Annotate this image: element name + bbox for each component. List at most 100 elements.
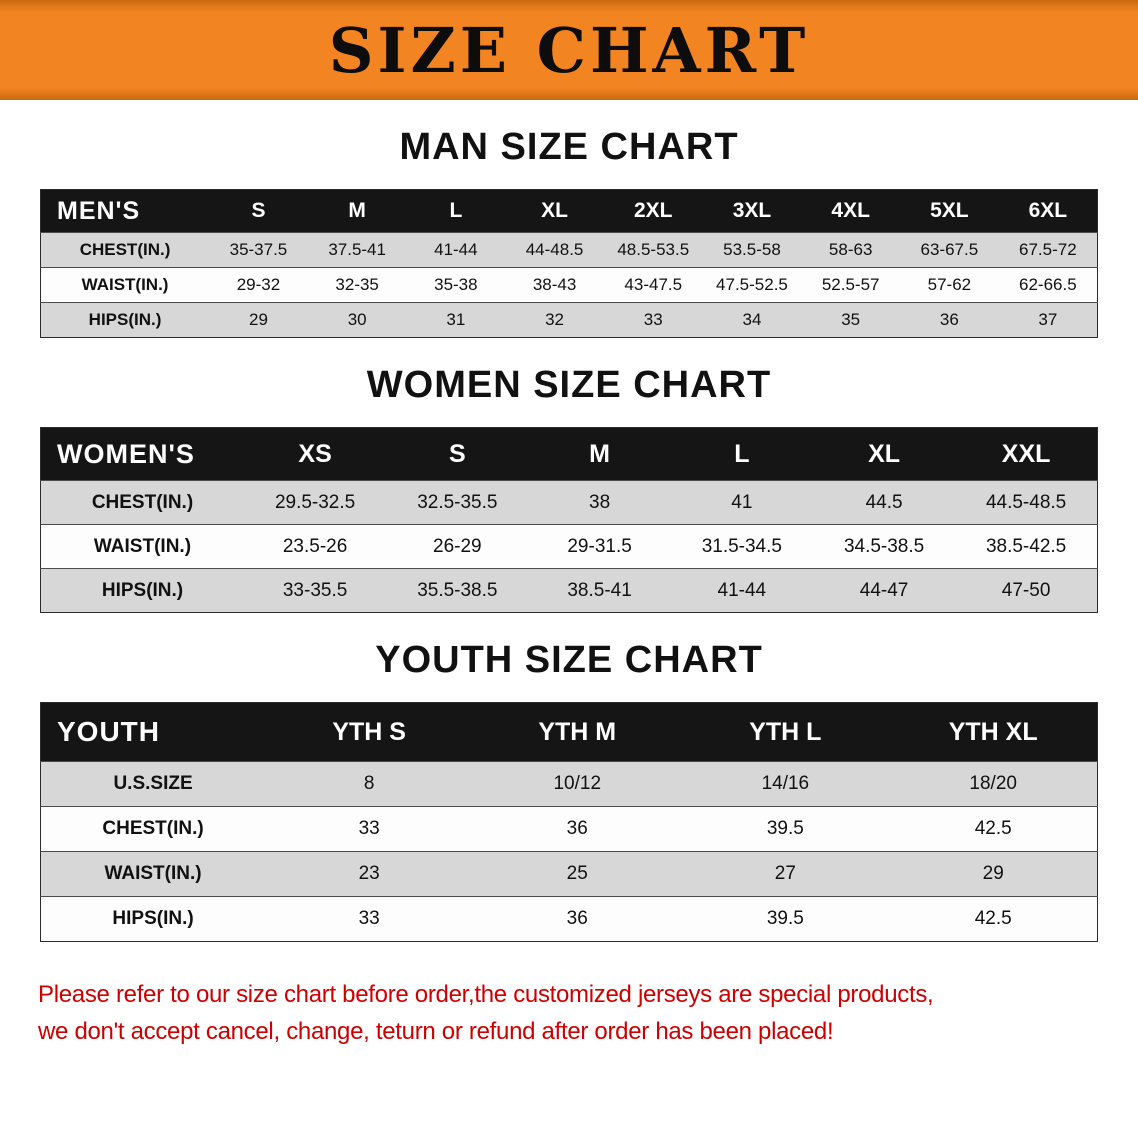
size-value: 10/12	[473, 761, 682, 807]
column-header: 6XL	[998, 189, 1098, 233]
youth-size-section: YOUTH SIZE CHART YOUTH YTH S YTH M YTH L YTH…	[0, 639, 1138, 942]
size-value: 33	[603, 302, 703, 338]
size-value: 63-67.5	[900, 232, 999, 268]
size-value: 67.5-72	[998, 232, 1098, 268]
men-size-table: MEN'S S M L XL 2XL 3XL 4XL 5XL 6XL CHEST(IN.) 35-3…	[40, 189, 1098, 338]
table-row: HIPS(IN.) 29 30 31 32 33 34 35 36 37	[40, 302, 1098, 338]
size-value: 23	[265, 851, 474, 897]
table-row: WAIST(IN.) 29-32 32-35 35-38 38-43 43-47.5 47.…	[40, 267, 1098, 303]
size-value: 41-44	[406, 232, 506, 268]
size-value: 35-38	[406, 267, 506, 303]
size-value: 31.5-34.5	[670, 524, 813, 569]
size-value: 29	[889, 851, 1098, 897]
size-value: 41	[670, 480, 813, 525]
column-header: M	[307, 189, 407, 233]
table-row: CHEST(IN.) 35-37.5 37.5-41 41-44 44-48.5 48.5…	[40, 232, 1098, 268]
size-value: 35	[801, 302, 901, 338]
column-header: 3XL	[702, 189, 802, 233]
column-header: 5XL	[900, 189, 999, 233]
table-row: HIPS(IN.) 33-35.5 35.5-38.5 38.5-41 41-44 44-…	[40, 568, 1098, 613]
size-value: 29-32	[209, 267, 308, 303]
table-row: CHEST(IN.) 29.5-32.5 32.5-35.5 38 41 44.5 44.5…	[40, 480, 1098, 525]
column-header: YTH XL	[889, 702, 1098, 762]
size-value: 32-35	[307, 267, 407, 303]
size-value: 38.5-41	[528, 568, 671, 613]
size-value: 23.5-26	[243, 524, 387, 569]
size-value: 35.5-38.5	[386, 568, 529, 613]
size-value: 52.5-57	[801, 267, 901, 303]
column-header: YTH L	[681, 702, 890, 762]
table-corner-label: MEN'S	[40, 189, 210, 233]
row-label: WAIST(IN.)	[40, 851, 266, 897]
row-label: CHEST(IN.)	[40, 806, 266, 852]
size-value: 47.5-52.5	[702, 267, 802, 303]
size-value: 18/20	[889, 761, 1098, 807]
size-value: 34.5-38.5	[812, 524, 956, 569]
column-header: XL	[812, 427, 956, 481]
column-header: M	[528, 427, 671, 481]
size-value: 39.5	[681, 806, 890, 852]
size-value: 53.5-58	[702, 232, 802, 268]
column-header: L	[406, 189, 506, 233]
row-label: HIPS(IN.)	[40, 568, 244, 613]
size-value: 25	[473, 851, 682, 897]
size-value: 37	[998, 302, 1098, 338]
table-row: WAIST(IN.) 23 25 27 29	[40, 851, 1098, 897]
men-size-section: MAN SIZE CHART MEN'S S M L XL 2XL 3XL 4XL 5XL 6XL…	[0, 126, 1138, 338]
size-value: 48.5-53.5	[603, 232, 703, 268]
row-label: CHEST(IN.)	[40, 232, 210, 268]
women-table-body: CHEST(IN.) 29.5-32.5 32.5-35.5 38 41 44.5 44.5…	[40, 480, 1098, 613]
column-header: S	[209, 189, 308, 233]
table-row: WAIST(IN.) 23.5-26 26-29 29-31.5 31.5-34.5 34…	[40, 524, 1098, 569]
size-value: 31	[406, 302, 506, 338]
size-value: 38.5-42.5	[955, 524, 1098, 569]
size-value: 62-66.5	[998, 267, 1098, 303]
size-charts-main: MAN SIZE CHART MEN'S S M L XL 2XL 3XL 4XL 5XL 6XL…	[0, 126, 1138, 942]
women-section-heading: WOMEN SIZE CHART	[366, 364, 772, 406]
table-row: HIPS(IN.) 33 36 39.5 42.5	[40, 896, 1098, 942]
size-value: 8	[265, 761, 474, 807]
column-header: 4XL	[801, 189, 901, 233]
size-value: 29	[209, 302, 308, 338]
column-header: YTH M	[473, 702, 682, 762]
size-value: 33	[265, 896, 474, 942]
disclaimer: Please refer to our size chart before or…	[38, 976, 1100, 1050]
size-value: 32	[505, 302, 604, 338]
column-header: XL	[505, 189, 604, 233]
row-label: HIPS(IN.)	[40, 896, 266, 942]
youth-table-body: U.S.SIZE 8 10/12 14/16 18/20 CHEST(IN.) 33 36 39…	[40, 761, 1098, 942]
table-corner-label: YOUTH	[40, 702, 266, 762]
column-header: L	[670, 427, 813, 481]
column-header: 2XL	[603, 189, 703, 233]
size-value: 39.5	[681, 896, 890, 942]
row-label: WAIST(IN.)	[40, 524, 244, 569]
size-value: 38-43	[505, 267, 604, 303]
size-value: 38	[528, 480, 671, 525]
size-value: 36	[900, 302, 999, 338]
row-label: U.S.SIZE	[40, 761, 266, 807]
women-size-table: WOMEN'S XS S M L XL XXL CHEST(IN.) 29.5-32.5 32.…	[40, 427, 1098, 613]
size-value: 41-44	[670, 568, 813, 613]
men-table-body: CHEST(IN.) 35-37.5 37.5-41 41-44 44-48.5 48.5…	[40, 232, 1098, 338]
table-row: U.S.SIZE 8 10/12 14/16 18/20	[40, 761, 1098, 807]
row-label: HIPS(IN.)	[40, 302, 210, 338]
row-label: WAIST(IN.)	[40, 267, 210, 303]
size-value: 32.5-35.5	[386, 480, 529, 525]
size-value: 36	[473, 896, 682, 942]
table-corner-label: WOMEN'S	[40, 427, 244, 481]
women-size-section: WOMEN SIZE CHART WOMEN'S XS S M L XL XXL CHEST…	[0, 364, 1138, 613]
size-value: 30	[307, 302, 407, 338]
column-header: YTH S	[265, 702, 474, 762]
youth-section-heading: YOUTH SIZE CHART	[375, 639, 763, 681]
size-value: 35-37.5	[209, 232, 308, 268]
size-value: 29.5-32.5	[243, 480, 387, 525]
size-value: 33	[265, 806, 474, 852]
size-value: 42.5	[889, 806, 1098, 852]
size-value: 34	[702, 302, 802, 338]
size-value: 26-29	[386, 524, 529, 569]
column-header: S	[386, 427, 529, 481]
size-value: 47-50	[955, 568, 1098, 613]
disclaimer-line-2: we don't accept cancel, change, teturn o…	[38, 1018, 834, 1046]
size-value: 44.5-48.5	[955, 480, 1098, 525]
size-value: 44-48.5	[505, 232, 604, 268]
